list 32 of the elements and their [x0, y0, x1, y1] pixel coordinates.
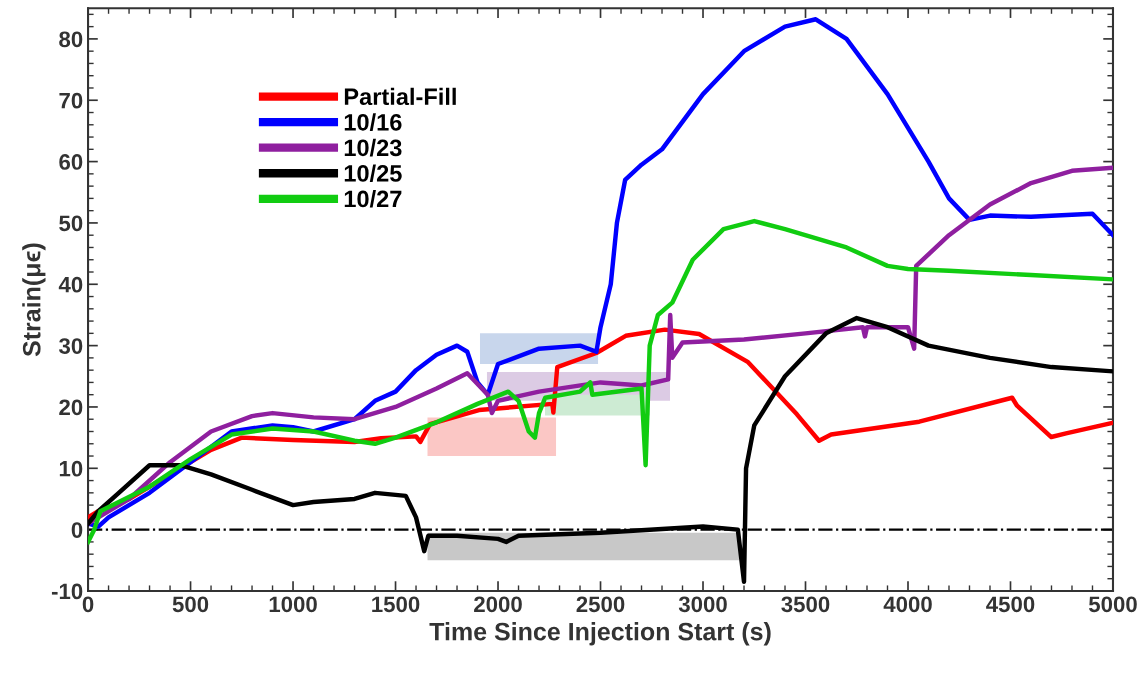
legend-label: 10/23 — [344, 138, 402, 157]
line-series — [88, 218, 1113, 545]
x-tick-label: 3500 — [781, 596, 830, 613]
y-tick-label: 10 — [59, 460, 83, 477]
line-series — [88, 17, 1113, 529]
x-tick-label: 500 — [172, 596, 209, 613]
line-series — [88, 315, 1113, 585]
line-series — [88, 165, 1113, 526]
y-tick-label: 80 — [59, 31, 83, 48]
x-tick-label: 2000 — [474, 596, 522, 613]
x-axis-title: Time Since Injection Start (s) — [429, 622, 771, 646]
y-tick-label: 20 — [59, 399, 83, 416]
x-tick-label: 2500 — [576, 596, 625, 613]
y-tick-label: 70 — [59, 92, 83, 109]
legend-label: 10/27 — [344, 189, 402, 208]
x-tick-label: 5000 — [1088, 596, 1137, 613]
y-tick-label: 30 — [58, 338, 83, 354]
x-tick-label: 1500 — [372, 596, 420, 613]
y-tick-label: 60 — [59, 154, 83, 170]
x-tick-label: 0 — [82, 596, 94, 613]
x-tick-label: 4000 — [883, 596, 932, 613]
y-tick-label: 40 — [58, 276, 83, 293]
y-tick-label: -10 — [51, 583, 83, 600]
legend-label: 10/16 — [344, 113, 402, 131]
x-tick-label: 4500 — [986, 596, 1035, 613]
y-axis-title: Strain(μϵ) — [22, 243, 46, 357]
x-tick-label: 3000 — [678, 596, 727, 613]
legend-label: Partial-Fill — [344, 87, 456, 106]
y-tick-label: 0 — [71, 522, 83, 538]
legend-label: 10/25 — [344, 164, 402, 182]
x-tick-label: 1000 — [269, 596, 317, 613]
y-tick-label: 50 — [59, 215, 83, 232]
